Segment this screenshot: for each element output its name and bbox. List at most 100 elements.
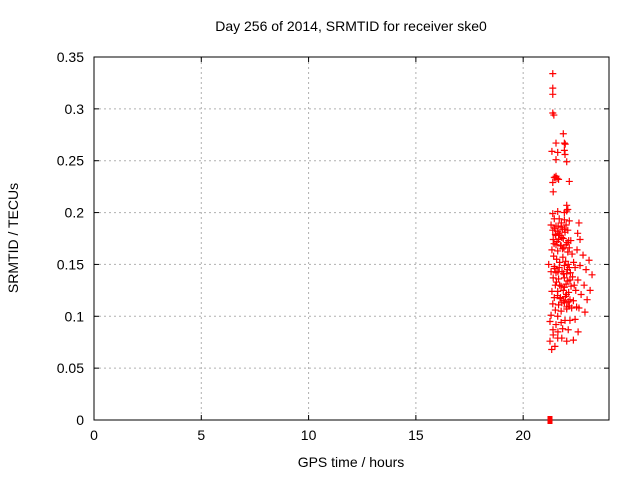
zero-marker bbox=[547, 416, 553, 424]
data-point bbox=[551, 230, 559, 238]
data-point bbox=[560, 216, 568, 224]
data-point bbox=[563, 158, 571, 166]
data-point bbox=[556, 281, 564, 289]
data-point bbox=[554, 312, 562, 320]
data-point bbox=[574, 229, 582, 237]
data-point bbox=[567, 282, 575, 290]
data-point bbox=[557, 294, 565, 302]
y-tick-label: 0.15 bbox=[57, 256, 84, 272]
x-tick-label: 20 bbox=[515, 427, 531, 443]
data-point bbox=[552, 241, 560, 249]
data-point bbox=[559, 325, 567, 333]
data-points bbox=[545, 70, 596, 424]
data-point bbox=[549, 300, 557, 308]
data-point bbox=[565, 217, 573, 225]
data-point bbox=[555, 264, 563, 272]
data-point bbox=[552, 278, 560, 286]
data-point bbox=[569, 336, 577, 344]
data-point bbox=[559, 130, 567, 138]
data-point bbox=[552, 156, 560, 164]
data-point bbox=[566, 269, 574, 277]
y-tick-label: 0.05 bbox=[57, 360, 84, 376]
data-point bbox=[552, 321, 560, 329]
data-point bbox=[545, 260, 553, 268]
data-point bbox=[557, 319, 565, 327]
tick-layer: 0 5 10 15 20 0 0.05 0.1 0.15 0.2 0.25 0.3 0.35 bbox=[57, 49, 609, 443]
data-point bbox=[552, 139, 560, 147]
data-point bbox=[560, 283, 568, 291]
data-point bbox=[577, 291, 585, 299]
y-tick-label: 0.3 bbox=[65, 101, 85, 117]
data-point bbox=[564, 277, 572, 285]
data-point bbox=[559, 286, 567, 294]
data-point bbox=[576, 236, 584, 244]
data-point bbox=[553, 238, 561, 246]
grid-layer bbox=[94, 57, 609, 420]
data-point bbox=[557, 282, 565, 290]
data-point bbox=[549, 84, 557, 92]
data-point bbox=[559, 253, 567, 261]
data-point bbox=[562, 280, 570, 288]
data-point bbox=[560, 270, 568, 278]
data-point bbox=[549, 188, 557, 196]
data-point bbox=[580, 281, 588, 289]
y-tick-label: 0 bbox=[76, 412, 84, 428]
data-point bbox=[563, 303, 571, 311]
data-point bbox=[568, 250, 576, 258]
data-point bbox=[560, 274, 568, 282]
y-tick-label: 0.35 bbox=[57, 49, 84, 65]
data-point bbox=[564, 205, 572, 213]
data-point bbox=[582, 266, 590, 274]
data-point bbox=[560, 139, 568, 147]
data-point bbox=[574, 328, 582, 336]
data-point bbox=[551, 265, 559, 273]
data-point bbox=[547, 311, 555, 319]
x-tick-label: 15 bbox=[408, 427, 424, 443]
data-point bbox=[548, 345, 556, 353]
data-point bbox=[562, 221, 570, 229]
x-tick-label: 0 bbox=[90, 427, 98, 443]
label-layer: Day 256 of 2014, SRMTID for receiver ske… bbox=[5, 18, 487, 470]
data-point bbox=[548, 246, 556, 254]
data-point bbox=[546, 317, 554, 325]
data-point bbox=[566, 316, 574, 324]
data-point bbox=[571, 315, 579, 323]
data-point bbox=[576, 261, 584, 269]
data-point bbox=[554, 247, 562, 255]
data-point bbox=[562, 241, 570, 249]
data-point bbox=[564, 298, 572, 306]
x-tick-label: 10 bbox=[301, 427, 317, 443]
y-tick-label: 0.25 bbox=[57, 153, 84, 169]
data-point bbox=[588, 271, 596, 279]
y-axis-label: SRMTID / TECUs bbox=[5, 183, 21, 293]
data-point bbox=[554, 328, 562, 336]
data-point bbox=[549, 178, 557, 186]
data-point bbox=[564, 326, 572, 334]
data-point bbox=[549, 70, 557, 78]
data-point bbox=[547, 268, 555, 276]
data-point bbox=[554, 148, 562, 156]
data-point bbox=[560, 261, 568, 269]
data-point bbox=[555, 175, 563, 183]
data-point bbox=[561, 228, 569, 236]
data-point bbox=[572, 286, 580, 294]
data-point bbox=[550, 111, 558, 119]
data-point bbox=[569, 297, 577, 305]
data-point bbox=[547, 221, 555, 229]
data-point bbox=[549, 210, 557, 218]
data-point bbox=[574, 276, 582, 284]
data-point bbox=[557, 242, 565, 250]
data-point bbox=[559, 245, 567, 253]
data-point bbox=[571, 264, 579, 272]
data-point bbox=[546, 337, 554, 345]
data-point bbox=[550, 294, 558, 302]
data-point bbox=[581, 308, 589, 316]
data-point bbox=[550, 252, 558, 260]
data-point bbox=[549, 274, 557, 282]
data-point bbox=[586, 286, 594, 294]
data-point bbox=[569, 273, 577, 281]
data-point bbox=[557, 219, 565, 227]
data-point bbox=[554, 208, 562, 216]
data-point bbox=[551, 306, 559, 314]
